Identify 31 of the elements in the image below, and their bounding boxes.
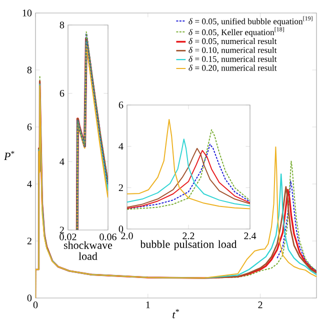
y-tick-label: 8 bbox=[60, 22, 64, 28]
legend-label: δ = 0.20, numerical result bbox=[188, 64, 277, 72]
y-tick-label: 2 bbox=[60, 226, 64, 234]
x-tick-label: 0.02 bbox=[60, 234, 76, 240]
y-tick-label: 2 bbox=[118, 184, 123, 191]
x-tick-label: 0.06 bbox=[100, 234, 116, 240]
x-tick-label: 2.2 bbox=[182, 232, 194, 240]
y-tick-label: 6 bbox=[27, 124, 32, 130]
y-tick-label: 4 bbox=[60, 158, 64, 165]
y-tick-label: 4 bbox=[118, 143, 124, 150]
legend-label: δ = 0.10, numerical result bbox=[188, 46, 277, 54]
x-tick-label: 2.0 bbox=[121, 232, 133, 240]
y-tick-label: 4 bbox=[27, 180, 32, 188]
y-tick-label: 6 bbox=[60, 90, 64, 97]
x-tick-label: 1 bbox=[146, 302, 150, 308]
x-tick-label: 0 bbox=[33, 302, 38, 308]
legend-label: δ = 0.05, numerical result bbox=[188, 38, 277, 46]
x-axis-title: t$^{*}$ bbox=[172, 309, 179, 318]
y-tick-label: 10 bbox=[22, 10, 32, 16]
y-tick-label: 0 bbox=[27, 294, 32, 302]
y-tick-label: 8 bbox=[27, 66, 32, 74]
x-tick-label: 2.4 bbox=[244, 232, 256, 240]
legend-label: δ = 0.15, numerical result bbox=[188, 56, 277, 64]
y-tick-label: 6 bbox=[118, 102, 124, 108]
x-tick-label: 2 bbox=[258, 302, 262, 308]
y-tick-label: 0 bbox=[118, 226, 124, 232]
y-axis-title: P$^{*}$ bbox=[4, 151, 14, 160]
x-axis-title: shockwave load bbox=[64, 241, 112, 260]
legend-label: δ = 0.05, Keller equation$^{[18]}$ bbox=[188, 27, 284, 37]
x-axis-title: bubble pulsation load bbox=[140, 240, 237, 250]
legend-label: δ = 0.05, unified bubble equation$^{[19]}$ bbox=[188, 16, 312, 26]
